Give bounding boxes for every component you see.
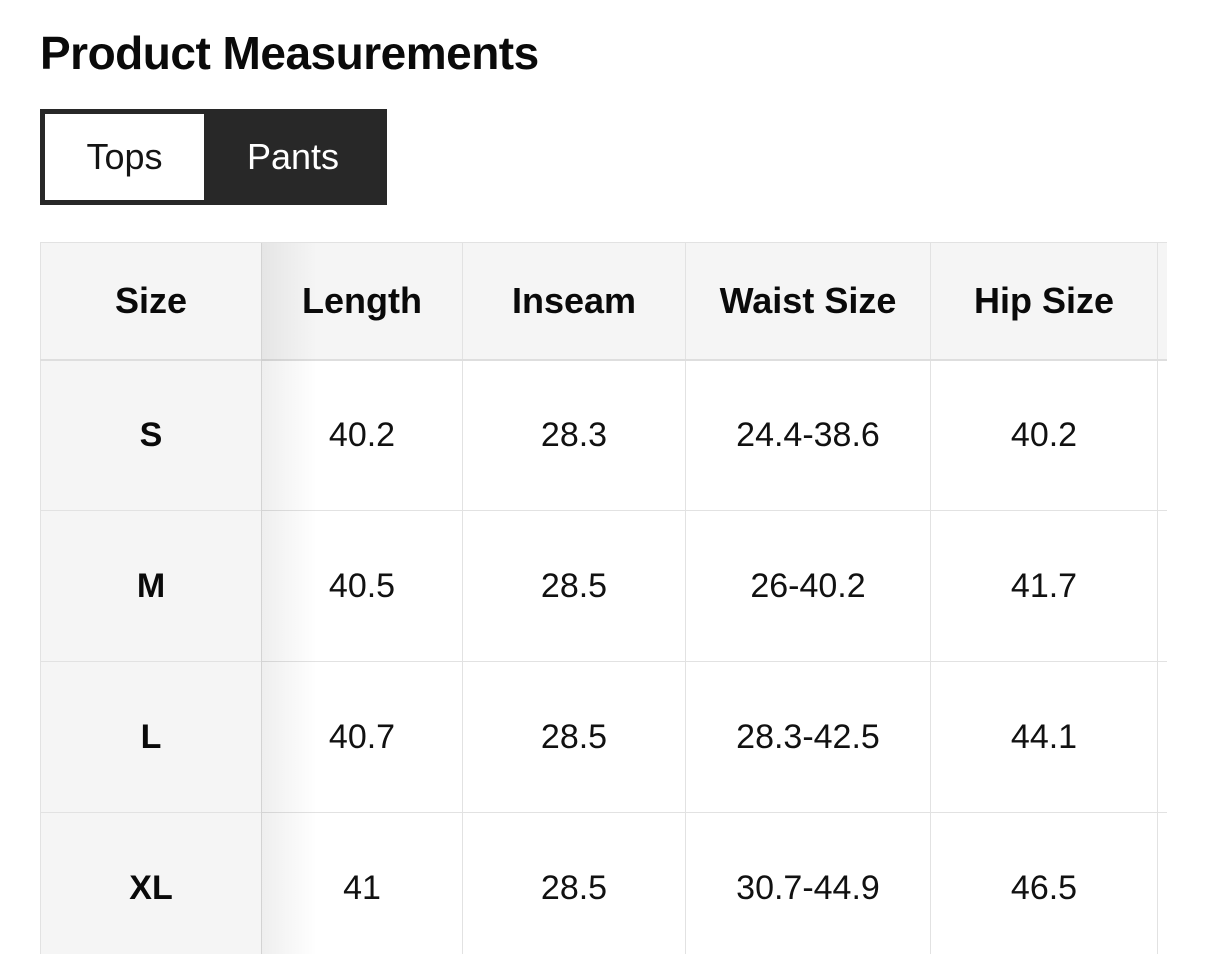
inseam-value: 28.5 xyxy=(462,661,686,813)
size-label: L xyxy=(40,661,262,813)
inseam-value: 28.5 xyxy=(462,812,686,954)
waist-value: 30.7-44.9 xyxy=(685,812,931,954)
length-value: 40.5 xyxy=(261,510,463,662)
table-header-row: Size Length Inseam Waist Size Hip Size xyxy=(40,242,1167,361)
clipped-cell xyxy=(1157,359,1167,511)
table-row-l: L 40.7 28.5 28.3-42.5 44.1 xyxy=(40,661,1167,813)
table-row-m: M 40.5 28.5 26-40.2 41.7 xyxy=(40,510,1167,662)
waist-value: 26-40.2 xyxy=(685,510,931,662)
size-label: XL xyxy=(40,812,262,954)
waist-value: 24.4-38.6 xyxy=(685,359,931,511)
inseam-value: 28.3 xyxy=(462,359,686,511)
table-row-s: S 40.2 28.3 24.4-38.6 40.2 xyxy=(40,359,1167,511)
measurements-table: Size Length Inseam Waist Size Hip Size S… xyxy=(40,242,1167,954)
clipped-cell xyxy=(1157,661,1167,813)
tab-pants[interactable]: Pants xyxy=(204,114,382,200)
category-tab-group: Tops Pants xyxy=(40,109,387,205)
length-value: 40.7 xyxy=(261,661,463,813)
waist-value: 28.3-42.5 xyxy=(685,661,931,813)
hip-value: 40.2 xyxy=(930,359,1158,511)
length-value: 41 xyxy=(261,812,463,954)
table-row-xl: XL 41 28.5 30.7-44.9 46.5 xyxy=(40,812,1167,954)
size-label: S xyxy=(40,359,262,511)
hip-value: 44.1 xyxy=(930,661,1158,813)
clipped-cell xyxy=(1157,510,1167,662)
clipped-cell xyxy=(1157,812,1167,954)
measurements-table-wrapper[interactable]: Size Length Inseam Waist Size Hip Size S… xyxy=(40,242,1167,954)
hip-value: 41.7 xyxy=(930,510,1158,662)
length-value: 40.2 xyxy=(261,359,463,511)
tab-tops[interactable]: Tops xyxy=(45,114,204,200)
column-header-waist: Waist Size xyxy=(685,242,931,361)
inseam-value: 28.5 xyxy=(462,510,686,662)
column-header-hip: Hip Size xyxy=(930,242,1158,361)
column-header-length: Length xyxy=(261,242,463,361)
hip-value: 46.5 xyxy=(930,812,1158,954)
section-title: Product Measurements xyxy=(40,27,539,79)
column-header-clipped xyxy=(1157,242,1167,361)
column-header-size: Size xyxy=(40,242,262,361)
size-label: M xyxy=(40,510,262,662)
column-header-inseam: Inseam xyxy=(462,242,686,361)
